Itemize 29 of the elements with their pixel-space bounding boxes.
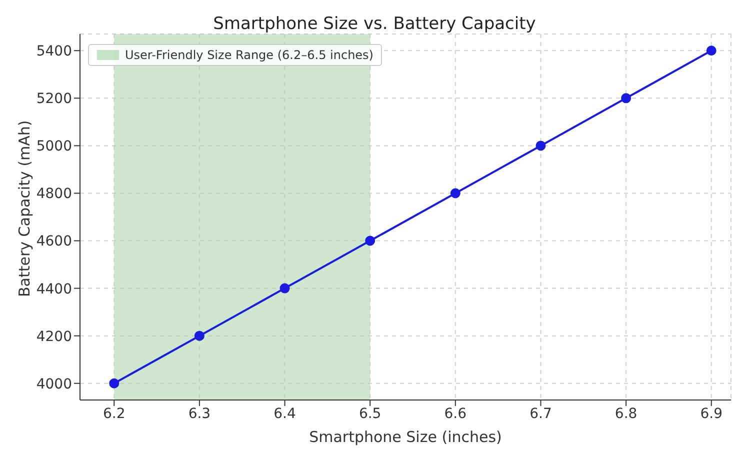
y-axis-title: Battery Capacity (mAh) xyxy=(15,120,34,297)
x-tick-label: 6.3 xyxy=(188,406,211,422)
legend: User-Friendly Size Range (6.2–6.5 inches) xyxy=(88,44,382,66)
y-tick-label: 4800 xyxy=(36,186,72,202)
x-tick-label: 6.8 xyxy=(614,406,638,422)
y-tick-label: 4400 xyxy=(36,281,72,298)
x-tick-label: 6.7 xyxy=(530,406,552,422)
point xyxy=(365,236,376,246)
x-tick-label: 6.6 xyxy=(444,406,467,422)
x-tick-label: 6.5 xyxy=(358,406,382,422)
y-tick-label: 5200 xyxy=(36,91,72,108)
point xyxy=(109,378,120,388)
point xyxy=(706,46,716,56)
point xyxy=(536,140,546,151)
x-tick-label: 6.2 xyxy=(102,406,126,422)
x-tick-label: 6.4 xyxy=(274,406,296,422)
y-tick-label: 4000 xyxy=(36,376,72,392)
point xyxy=(194,330,204,341)
point xyxy=(450,188,460,198)
point xyxy=(621,93,632,104)
y-tick-label: 5400 xyxy=(36,44,72,60)
band-label: User-Friendly Size Range (6.2–6.5 inches) xyxy=(125,48,374,62)
x-tick-label: 6.9 xyxy=(700,406,723,422)
y-tick-label: 5000 xyxy=(36,138,72,155)
x-axis-title: Smartphone Size (inches) xyxy=(309,428,502,446)
y-tick-label: 4200 xyxy=(36,328,72,345)
point xyxy=(280,283,290,294)
chart-title: Smartphone Size vs. Battery Capacity xyxy=(212,14,537,34)
y-tick-label: 4600 xyxy=(36,234,72,250)
